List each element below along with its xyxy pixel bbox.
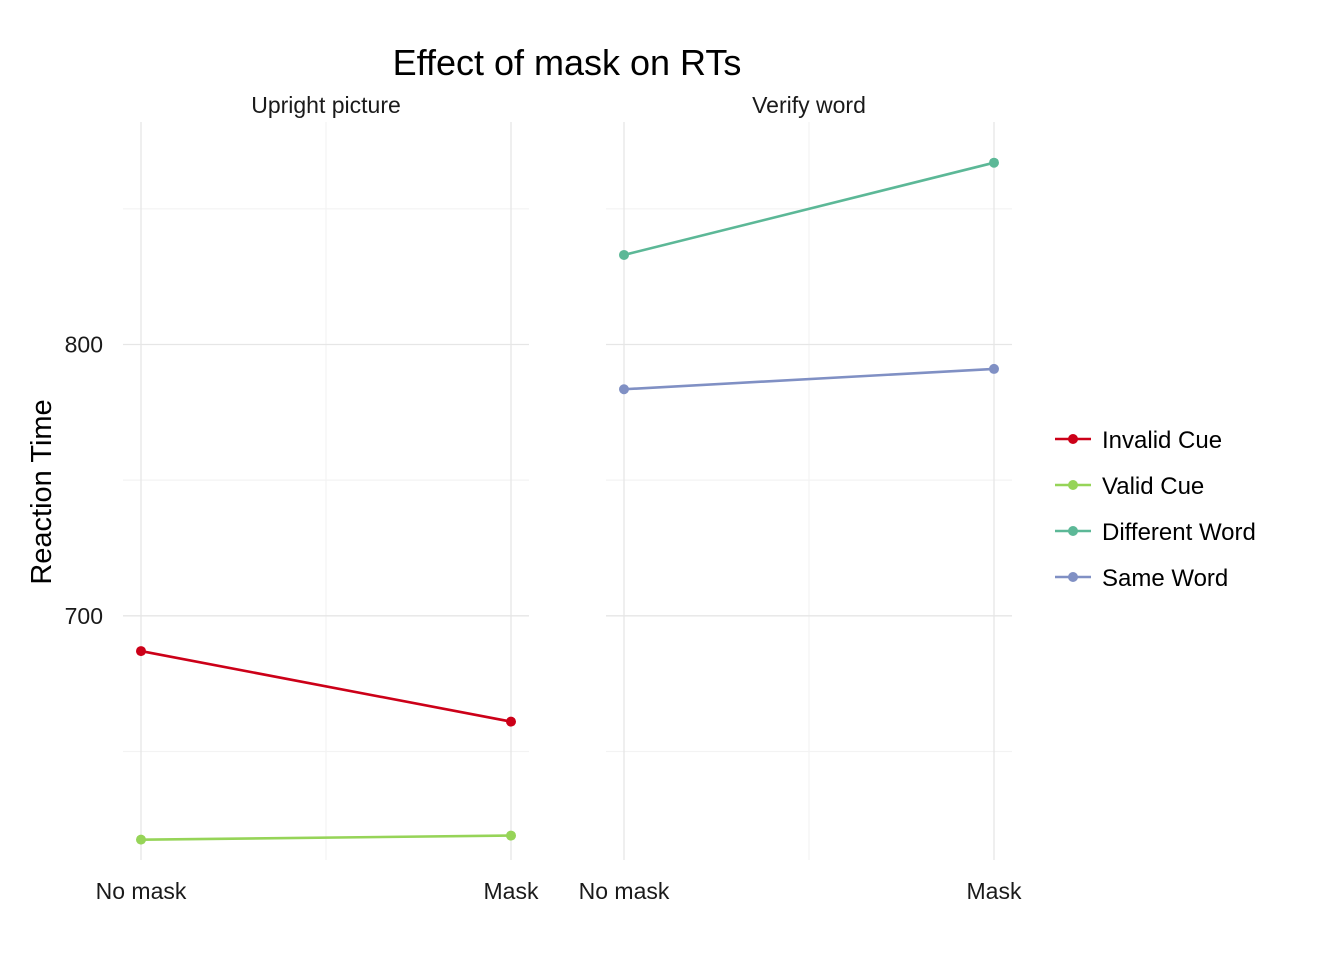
data-point	[136, 834, 146, 845]
legend-item: Different Word	[1055, 519, 1256, 546]
legend-label: Same Word	[1102, 565, 1228, 592]
legend-label: Different Word	[1102, 519, 1256, 546]
legend-swatch-point	[1068, 572, 1078, 582]
legend-swatch-point	[1068, 480, 1078, 490]
legend-item: Same Word	[1055, 565, 1228, 592]
y-axis-label: Reaction Time	[26, 399, 58, 584]
y-tick-label: 800	[65, 331, 103, 357]
x-tick-label: Mask	[967, 878, 1022, 904]
data-point	[619, 249, 629, 260]
legend-item: Invalid Cue	[1055, 427, 1222, 454]
series-line	[623, 367, 995, 391]
legend-swatch-point	[1068, 526, 1078, 536]
data-point	[619, 384, 629, 395]
y-tick-label: 700	[65, 603, 103, 629]
series-line	[140, 834, 512, 841]
legend-label: Invalid Cue	[1102, 427, 1222, 454]
data-point	[989, 363, 999, 374]
data-point	[989, 157, 999, 168]
x-tick-label: Mask	[484, 878, 539, 904]
chart-title: Effect of mask on RTs	[393, 42, 742, 83]
legend-swatch-point	[1068, 434, 1078, 444]
data-point	[506, 716, 516, 727]
legend-item: Valid Cue	[1055, 473, 1204, 500]
panel-title-upright-picture: Upright picture	[251, 92, 401, 118]
series-line	[623, 161, 995, 257]
x-tick-label: No mask	[96, 878, 187, 904]
legend-label: Valid Cue	[1102, 473, 1204, 500]
data-point	[506, 830, 516, 841]
legend: Invalid Cue Valid Cue Different Word Same W…	[1055, 427, 1256, 592]
series-line	[140, 649, 512, 723]
x-tick-label: No mask	[579, 878, 670, 904]
panel-title-verify-word: Verify word	[752, 92, 866, 118]
data-point	[136, 646, 146, 657]
